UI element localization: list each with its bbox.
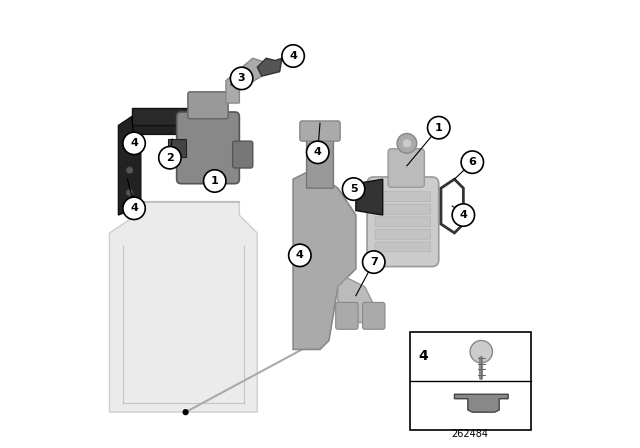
Circle shape bbox=[397, 134, 417, 153]
FancyBboxPatch shape bbox=[388, 149, 424, 187]
Text: 2: 2 bbox=[166, 153, 174, 163]
Text: 4: 4 bbox=[419, 349, 428, 363]
Circle shape bbox=[282, 45, 305, 67]
Polygon shape bbox=[338, 278, 374, 323]
Polygon shape bbox=[257, 58, 282, 76]
FancyBboxPatch shape bbox=[233, 141, 253, 168]
Text: 1: 1 bbox=[435, 123, 443, 133]
FancyBboxPatch shape bbox=[188, 92, 228, 119]
Circle shape bbox=[289, 244, 311, 267]
Text: 4: 4 bbox=[130, 138, 138, 148]
Polygon shape bbox=[454, 394, 508, 412]
FancyBboxPatch shape bbox=[367, 177, 439, 267]
FancyBboxPatch shape bbox=[362, 302, 385, 329]
Circle shape bbox=[342, 178, 365, 200]
Circle shape bbox=[461, 151, 484, 173]
Circle shape bbox=[126, 189, 133, 196]
Circle shape bbox=[362, 251, 385, 273]
Text: 7: 7 bbox=[370, 257, 378, 267]
FancyBboxPatch shape bbox=[375, 204, 431, 214]
Polygon shape bbox=[226, 58, 266, 103]
Text: 4: 4 bbox=[130, 203, 138, 213]
Polygon shape bbox=[118, 116, 195, 215]
Text: 5: 5 bbox=[350, 184, 357, 194]
FancyBboxPatch shape bbox=[177, 112, 239, 184]
Text: 4: 4 bbox=[314, 147, 322, 157]
Circle shape bbox=[204, 170, 226, 192]
FancyBboxPatch shape bbox=[375, 229, 431, 239]
Circle shape bbox=[470, 340, 493, 363]
Text: 6: 6 bbox=[468, 157, 476, 167]
Polygon shape bbox=[109, 202, 257, 412]
Polygon shape bbox=[293, 170, 356, 349]
Circle shape bbox=[126, 167, 133, 174]
Polygon shape bbox=[168, 139, 186, 157]
Text: 262484: 262484 bbox=[452, 429, 488, 439]
Polygon shape bbox=[356, 179, 383, 215]
Circle shape bbox=[403, 139, 412, 148]
Text: 4: 4 bbox=[289, 51, 297, 61]
Circle shape bbox=[307, 141, 329, 164]
Circle shape bbox=[452, 204, 474, 226]
FancyBboxPatch shape bbox=[300, 121, 340, 141]
Text: 4: 4 bbox=[296, 250, 304, 260]
Text: 1: 1 bbox=[211, 176, 219, 186]
FancyBboxPatch shape bbox=[375, 217, 431, 227]
Circle shape bbox=[123, 132, 145, 155]
Circle shape bbox=[230, 67, 253, 90]
FancyBboxPatch shape bbox=[336, 302, 358, 329]
FancyBboxPatch shape bbox=[410, 332, 531, 430]
Circle shape bbox=[159, 146, 181, 169]
Polygon shape bbox=[132, 108, 204, 125]
FancyBboxPatch shape bbox=[375, 242, 431, 252]
Circle shape bbox=[428, 116, 450, 139]
Text: 3: 3 bbox=[238, 73, 245, 83]
Text: 4: 4 bbox=[460, 210, 467, 220]
Circle shape bbox=[182, 409, 189, 415]
Circle shape bbox=[126, 144, 133, 151]
Circle shape bbox=[123, 197, 145, 220]
FancyBboxPatch shape bbox=[375, 192, 431, 202]
Polygon shape bbox=[307, 125, 333, 188]
